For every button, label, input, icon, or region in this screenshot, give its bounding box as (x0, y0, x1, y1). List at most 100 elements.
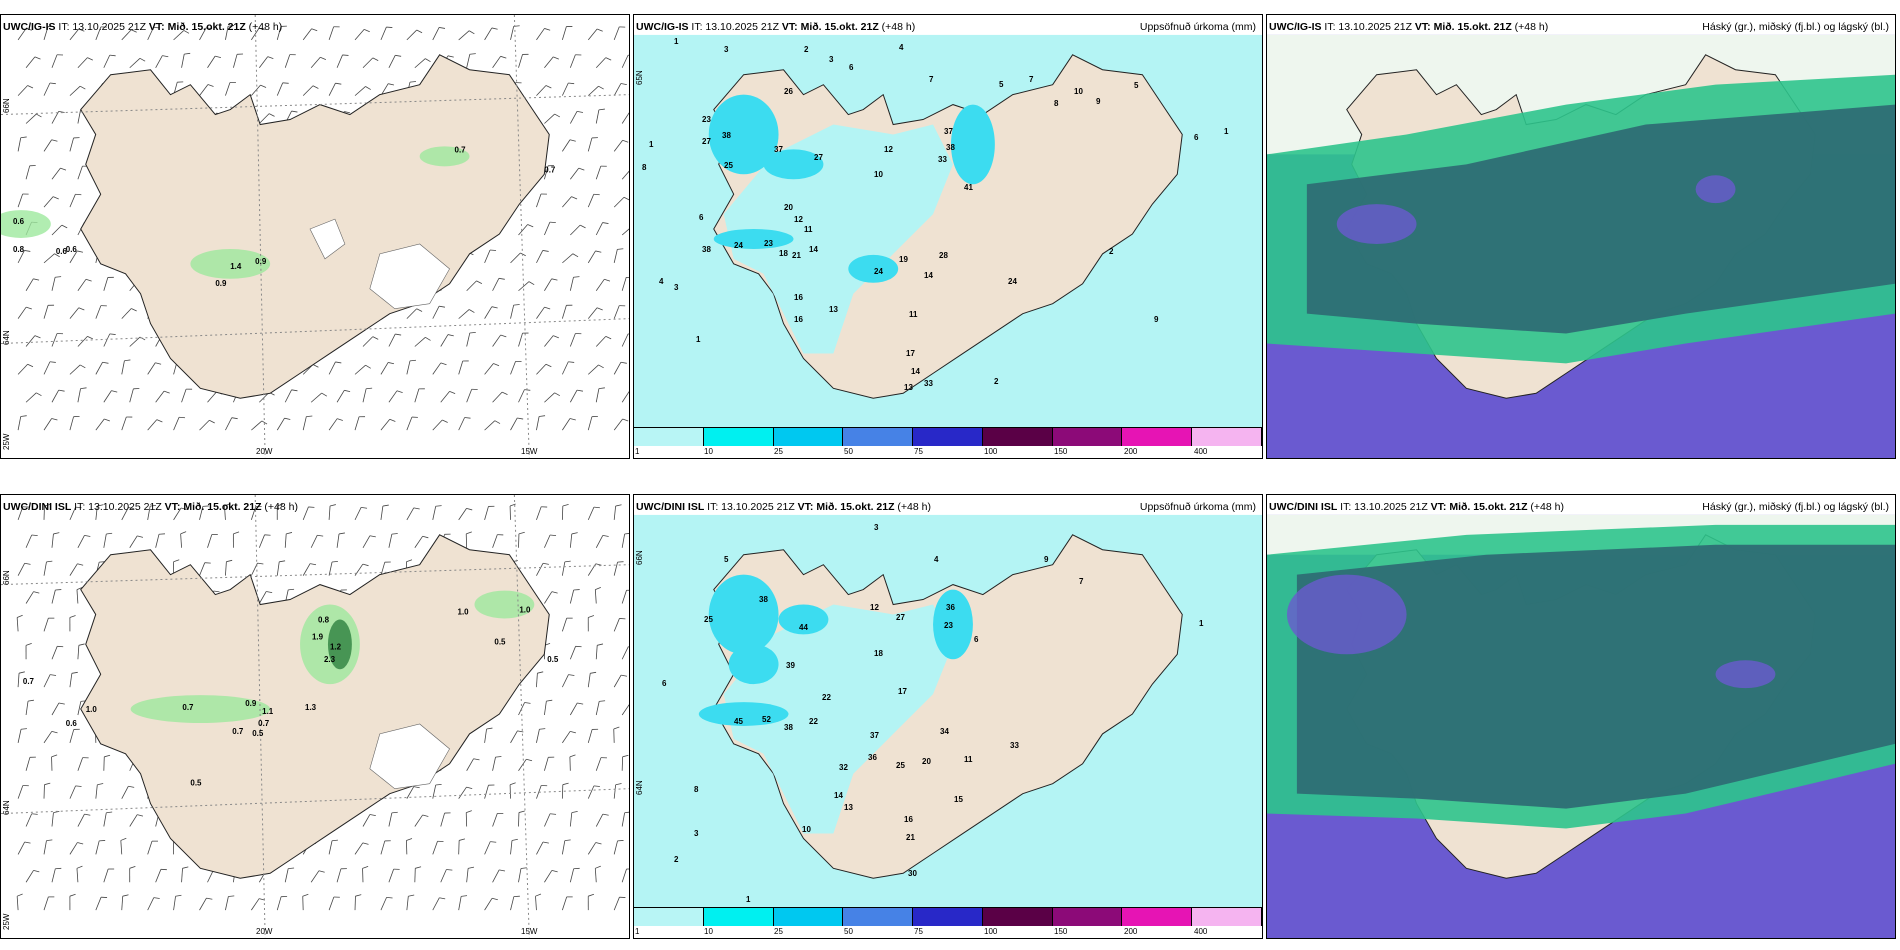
header-model: UWC/DINI ISL (1269, 501, 1338, 513)
wind-barb-feather (595, 563, 602, 566)
wind-barb-feather (128, 785, 135, 788)
value-label: 12 (870, 603, 879, 612)
wind-barb (595, 279, 605, 291)
wind-barb (432, 419, 443, 431)
wind-barb (569, 646, 576, 660)
wind-barb (587, 194, 595, 208)
value-label: 7 (1079, 577, 1084, 586)
wind-barb (76, 868, 79, 883)
wind-barb (613, 674, 622, 688)
wind-barb (69, 729, 75, 743)
wind-barb (484, 306, 493, 319)
wind-barb-feather (595, 587, 601, 590)
wind-barb-feather (620, 361, 627, 364)
wind-barb (621, 868, 627, 883)
wind-barb (284, 389, 292, 403)
wind-barb-feather (44, 503, 51, 507)
value-label: 11 (909, 310, 918, 319)
wind-barb-feather (355, 894, 362, 897)
wind-barb (414, 58, 426, 69)
wind-barb (43, 305, 49, 319)
wind-barb (561, 561, 566, 576)
value-label: 0.7 (232, 727, 244, 736)
value-label: 2 (674, 855, 679, 864)
wind-barb (544, 113, 555, 124)
wind-barb (69, 28, 80, 41)
wind-barb (569, 389, 578, 403)
wind-barb (43, 840, 47, 855)
wind-barb (69, 416, 74, 431)
wind-barb (536, 729, 540, 743)
wind-barb (250, 506, 257, 521)
wind-barb-feather (520, 252, 526, 257)
value-label: 0.7 (544, 165, 556, 174)
wind-barb (103, 868, 109, 883)
wind-barb (380, 840, 386, 855)
wind-barb (536, 193, 542, 208)
wind-barb (233, 54, 238, 68)
value-label: 41 (964, 183, 973, 192)
wind-barb (43, 196, 54, 208)
wind-barb (544, 335, 554, 347)
wind-barb (121, 507, 129, 521)
wind-barb (302, 28, 312, 41)
wind-barb-feather (207, 84, 214, 87)
iceland-land (80, 54, 550, 399)
value-label: 2 (994, 377, 999, 386)
panel-header: UWC/IG-IS IT: 13.10.2025 21Z VT: Mið. 15… (1269, 21, 1548, 33)
wind-barb-feather (409, 359, 417, 362)
rain-area (419, 146, 470, 167)
wind-barb (25, 56, 36, 69)
wind-barb (536, 785, 542, 799)
value-label: 33 (924, 379, 933, 388)
wind-barb (484, 420, 496, 431)
wind-barb (95, 897, 102, 911)
wind-barb-feather (184, 52, 191, 55)
wind-barb-feather (518, 810, 525, 813)
wind-barb (561, 896, 568, 911)
wind-barb (43, 561, 47, 576)
wind-barb (51, 702, 60, 716)
value-label: 13 (829, 305, 838, 314)
wind-barb (561, 26, 567, 41)
wind-barb-feather (562, 782, 569, 786)
wind-barb-feather (175, 894, 182, 897)
wind-barb (466, 332, 471, 347)
value-label: 33 (1010, 741, 1019, 750)
high-cloud (1296, 544, 1895, 809)
wind-barb-feather (34, 335, 41, 339)
wind-barb (259, 56, 269, 69)
wind-barb (199, 897, 207, 911)
colorbar-tick: 10 (704, 927, 713, 936)
wind-barb-feather (361, 506, 368, 509)
value-label: 14 (809, 245, 818, 254)
wind-barb (544, 813, 551, 827)
colorbar-cell (1122, 908, 1193, 926)
wind-barb-feather (469, 30, 475, 35)
wind-barb-feather (513, 304, 520, 306)
wind-barb-feather (106, 811, 113, 814)
header-model: UWC/IG-IS (636, 21, 689, 33)
wind-barb-feather (362, 563, 369, 567)
wind-barb-feather (440, 362, 447, 366)
wind-barb-feather (226, 559, 233, 563)
wind-barb-feather (50, 674, 57, 676)
wind-barb (43, 731, 53, 744)
wind-barb-feather (131, 29, 137, 33)
value-label: 4 (659, 277, 664, 286)
wind-barb (595, 813, 604, 827)
wind-barb (336, 868, 342, 883)
wind-barb (406, 896, 409, 911)
wind-barb-feather (546, 699, 553, 702)
wind-barb-feather (577, 702, 584, 705)
wind-barb (544, 591, 553, 604)
wind-barb-feather (109, 54, 116, 57)
value-label: 33 (938, 155, 947, 164)
wind-barb (17, 137, 22, 152)
wind-barb-feather (599, 700, 606, 702)
wind-barb (129, 58, 141, 69)
wind-barb (388, 55, 396, 68)
wind-barb-feather (321, 392, 328, 397)
wind-barb-feather (54, 253, 60, 258)
lat-label: 65N (635, 70, 644, 85)
